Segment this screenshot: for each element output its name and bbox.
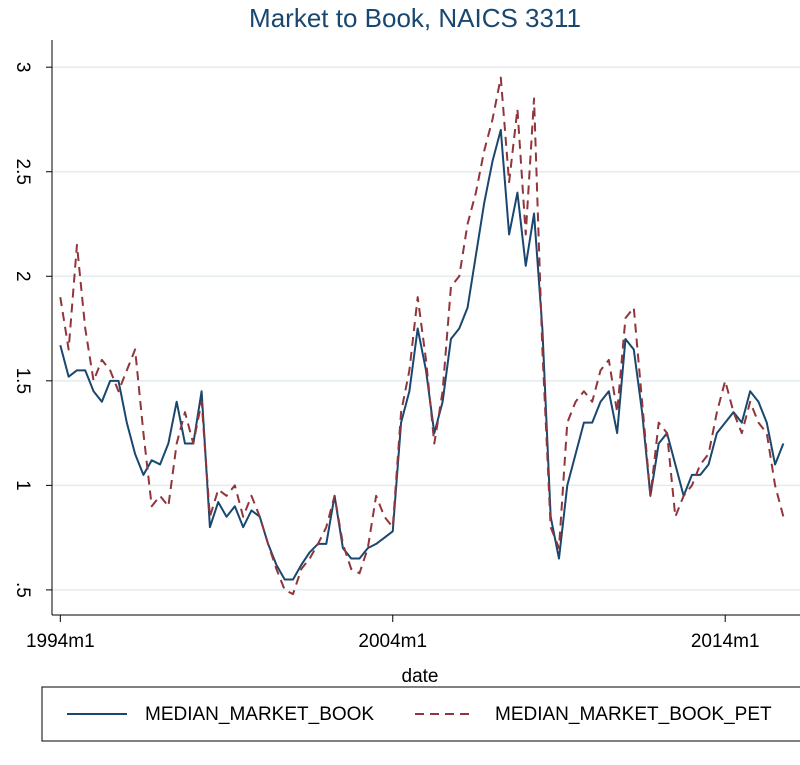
y-tick-label: 1.5 bbox=[12, 368, 33, 394]
y-tick-label: 1 bbox=[12, 480, 33, 491]
y-tick-label: 3 bbox=[12, 62, 33, 73]
legend-label: MEDIAN_MARKET_BOOK_PET bbox=[495, 704, 772, 725]
y-tick-label: .5 bbox=[12, 582, 33, 598]
x-axis-label: date bbox=[402, 666, 439, 687]
x-tick-label: 2014m1 bbox=[691, 631, 760, 652]
legend-label: MEDIAN_MARKET_BOOK bbox=[145, 704, 374, 725]
x-tick-label: 2004m1 bbox=[358, 631, 427, 652]
series-line bbox=[59, 76, 785, 596]
y-tick-label: 2 bbox=[12, 271, 33, 282]
y-tick-label: 2.5 bbox=[12, 159, 33, 185]
x-tick-label: 1994m1 bbox=[26, 631, 95, 652]
chart-title: Market to Book, NAICS 3311 bbox=[249, 3, 581, 33]
series-line bbox=[59, 128, 785, 581]
